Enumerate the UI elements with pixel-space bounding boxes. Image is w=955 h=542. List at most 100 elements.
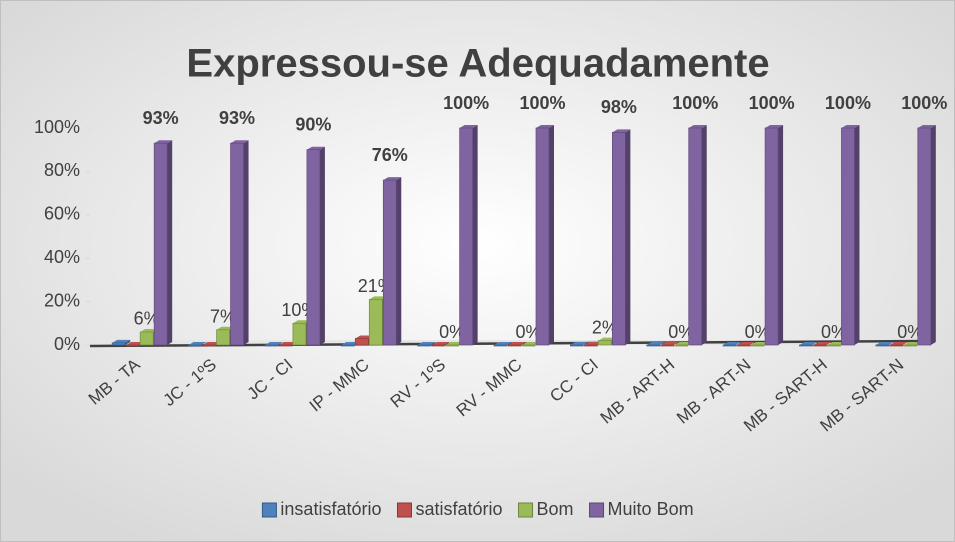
y-tick-label: 40%: [44, 247, 80, 267]
bar-front: [340, 344, 355, 347]
bar-front: [813, 344, 827, 347]
legend-label: Bom: [537, 499, 574, 519]
legend-label: insatisfatório: [280, 499, 381, 519]
data-label: 6%: [134, 309, 160, 329]
bar-front: [230, 142, 244, 346]
bar-front: [535, 127, 550, 346]
bar: [507, 342, 526, 347]
bar-top: [688, 125, 707, 128]
bar-top: [355, 335, 374, 339]
bar-top: [431, 342, 450, 345]
bar-front: [202, 344, 216, 347]
bar-top: [841, 125, 860, 128]
legend-label: Muito Bom: [608, 499, 694, 519]
bar: [382, 177, 402, 346]
bar-top: [202, 342, 221, 345]
bar-top: [598, 337, 617, 341]
bar-top: [341, 342, 360, 345]
bar: [188, 342, 207, 347]
bar-side: [854, 125, 860, 345]
data-label: 0%: [668, 322, 694, 342]
data-label: 0%: [745, 322, 771, 342]
bar-top: [827, 342, 846, 345]
bar: [431, 342, 450, 347]
bar: [445, 342, 464, 347]
y-tick-label: 20%: [44, 290, 80, 310]
data-label: 98%: [601, 97, 637, 117]
bar: [493, 342, 512, 347]
bar-side: [472, 125, 478, 345]
bar-top: [278, 342, 297, 345]
bar: [799, 342, 818, 347]
bar-top: [445, 342, 464, 345]
data-label: 90%: [295, 114, 331, 134]
data-label: 93%: [143, 108, 179, 128]
bar-top: [494, 342, 512, 345]
data-label: 100%: [519, 93, 565, 113]
bar-top: [140, 328, 159, 332]
bar: [875, 342, 894, 347]
y-tick-label: 60%: [44, 204, 80, 224]
bar: [340, 342, 360, 347]
bar: [660, 342, 679, 347]
bar-front: [278, 344, 293, 347]
bar-front: [431, 344, 445, 347]
bar-top: [612, 129, 631, 133]
data-label: 0%: [897, 322, 923, 342]
bar-side: [167, 140, 173, 345]
legend-swatch: [518, 502, 534, 518]
bar-front: [292, 322, 307, 346]
bar-front: [459, 127, 473, 346]
data-label: 76%: [372, 145, 408, 165]
bar: [153, 140, 173, 346]
bar-front: [903, 344, 918, 347]
bar: [459, 125, 478, 346]
bar-top: [216, 326, 235, 330]
bar-top: [813, 342, 832, 345]
bar-front: [570, 344, 584, 347]
legend-swatch: [261, 502, 277, 518]
bar: [722, 342, 742, 347]
bar-front: [368, 299, 383, 346]
bar-front: [841, 127, 855, 346]
bar-front: [111, 342, 126, 346]
bar: [827, 342, 846, 347]
bar-side: [625, 129, 631, 345]
bar: [736, 342, 756, 347]
bar-front: [722, 344, 737, 347]
bar: [535, 125, 554, 346]
bar-top: [383, 177, 402, 181]
data-label: 100%: [749, 93, 795, 113]
bar-front: [139, 331, 154, 346]
bar-top: [646, 342, 665, 345]
bar-front: [736, 344, 751, 347]
bar-front: [354, 338, 369, 346]
bar-front: [153, 142, 168, 346]
data-label: 2%: [592, 317, 618, 337]
bar-top: [875, 342, 894, 345]
bar-front: [584, 344, 598, 347]
bar-top: [230, 140, 249, 144]
bar-top: [292, 320, 311, 324]
bar: [764, 125, 784, 346]
bar-front: [688, 127, 703, 346]
bar-top: [584, 342, 603, 345]
bar: [521, 342, 540, 347]
y-tick-label: 0%: [54, 334, 80, 354]
bar-front: [646, 344, 661, 347]
bar-front: [306, 149, 321, 346]
bar-top: [459, 125, 478, 128]
bar-side: [778, 125, 784, 345]
bar-front: [521, 344, 536, 347]
bar-side: [549, 125, 554, 345]
bar: [612, 129, 631, 346]
bar: [264, 342, 283, 347]
bar-side: [396, 177, 402, 345]
bar-front: [889, 344, 904, 347]
bar-front: [598, 340, 612, 346]
bar-front: [493, 344, 508, 347]
data-label: 0%: [439, 322, 465, 342]
bar-top: [765, 125, 784, 128]
y-tick-label: 100%: [34, 117, 80, 137]
bar-top: [903, 342, 922, 345]
